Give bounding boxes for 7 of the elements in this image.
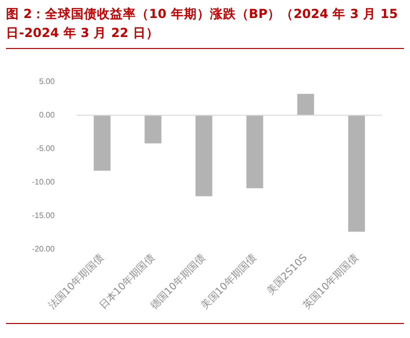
y-tick-label: -10.00 [32, 177, 56, 186]
chart-title: 图 2：全球国债收益率（10 年期）涨跌（BP）（2024 年 3 月 15 日-2024 年 3 月 22 日） [6, 0, 404, 49]
y-tick-label: -15.00 [32, 210, 56, 220]
y-tick-label: 0.00 [39, 110, 56, 120]
y-tick-label: -5.00 [36, 144, 56, 153]
y-tick-label: -20.00 [32, 244, 56, 254]
y-tick-label: 5.00 [39, 77, 56, 86]
